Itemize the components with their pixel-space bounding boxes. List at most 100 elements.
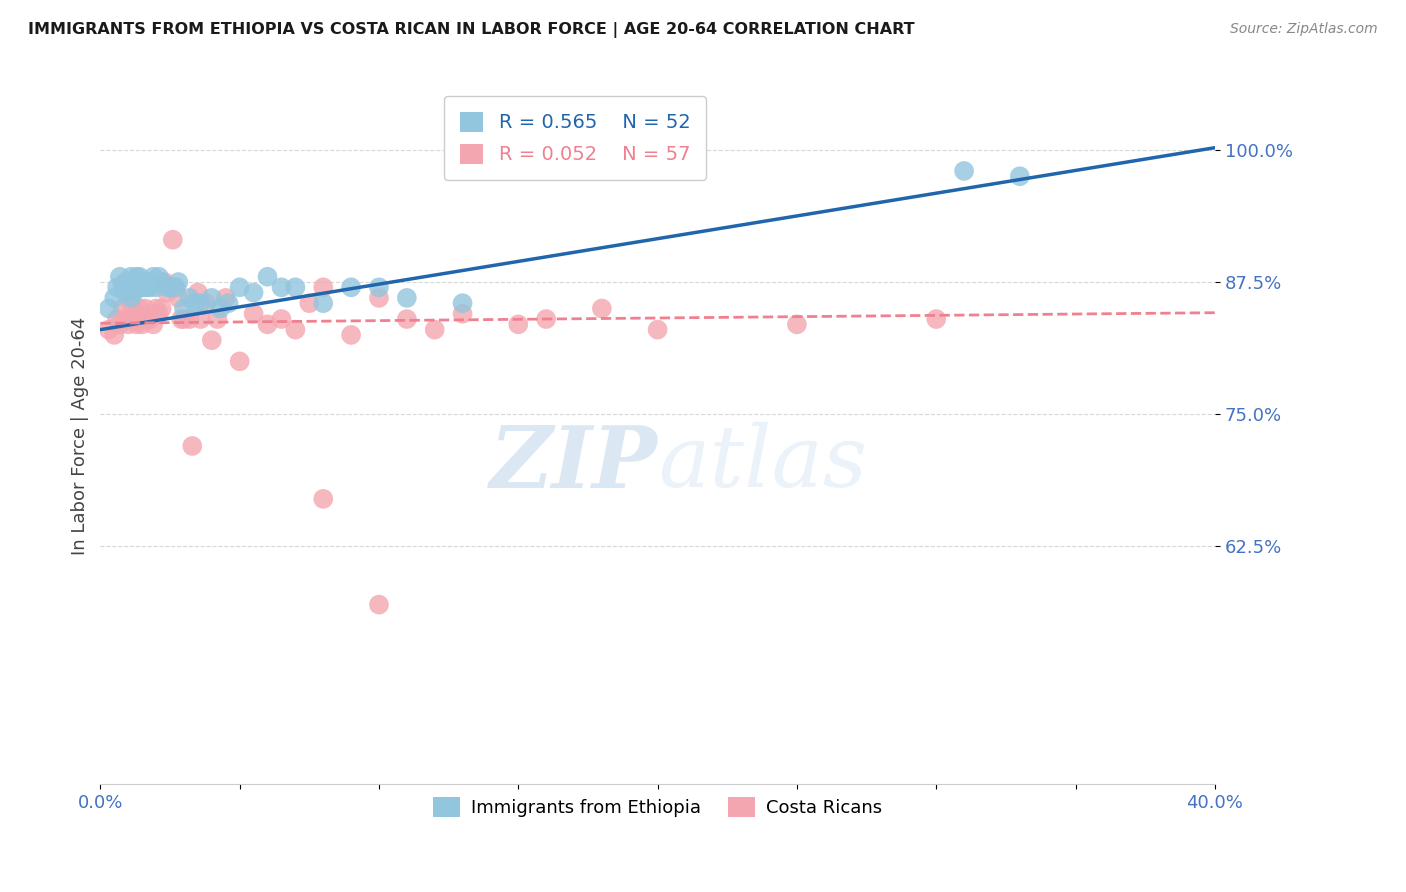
Point bbox=[368, 291, 391, 305]
Point bbox=[122, 275, 145, 289]
Point bbox=[114, 312, 136, 326]
Point bbox=[218, 296, 240, 310]
Point bbox=[181, 439, 204, 453]
Point bbox=[153, 275, 176, 289]
Point bbox=[925, 312, 948, 326]
Point bbox=[256, 318, 278, 332]
Point bbox=[173, 312, 195, 326]
Point bbox=[122, 312, 145, 326]
Point bbox=[201, 333, 224, 347]
Point bbox=[136, 312, 159, 326]
Point bbox=[139, 312, 162, 326]
Point bbox=[156, 285, 179, 300]
Point bbox=[284, 280, 307, 294]
Point bbox=[125, 280, 148, 294]
Point bbox=[117, 280, 139, 294]
Text: Source: ZipAtlas.com: Source: ZipAtlas.com bbox=[1230, 22, 1378, 37]
Point bbox=[298, 296, 321, 310]
Point bbox=[128, 301, 150, 316]
Point bbox=[165, 280, 187, 294]
Point bbox=[184, 296, 207, 310]
Point bbox=[312, 296, 335, 310]
Point bbox=[179, 291, 201, 305]
Point bbox=[136, 275, 159, 289]
Point bbox=[156, 280, 179, 294]
Point bbox=[190, 312, 212, 326]
Point bbox=[139, 280, 162, 294]
Point bbox=[270, 280, 292, 294]
Point bbox=[953, 164, 976, 178]
Point bbox=[111, 301, 134, 316]
Point bbox=[368, 280, 391, 294]
Point bbox=[534, 312, 557, 326]
Point bbox=[242, 307, 264, 321]
Point bbox=[114, 275, 136, 289]
Point bbox=[150, 275, 173, 289]
Point bbox=[423, 323, 446, 337]
Point bbox=[242, 285, 264, 300]
Point bbox=[103, 327, 125, 342]
Point bbox=[125, 269, 148, 284]
Point bbox=[148, 307, 170, 321]
Point bbox=[117, 318, 139, 332]
Y-axis label: In Labor Force | Age 20-64: In Labor Force | Age 20-64 bbox=[72, 317, 89, 555]
Point bbox=[120, 269, 142, 284]
Point bbox=[120, 296, 142, 310]
Point bbox=[97, 323, 120, 337]
Point bbox=[179, 312, 201, 326]
Point bbox=[159, 280, 181, 294]
Point bbox=[215, 291, 238, 305]
Point bbox=[312, 280, 335, 294]
Point bbox=[150, 301, 173, 316]
Point bbox=[122, 285, 145, 300]
Point bbox=[187, 285, 209, 300]
Point bbox=[591, 301, 613, 316]
Point bbox=[148, 269, 170, 284]
Point bbox=[134, 275, 156, 289]
Point bbox=[114, 285, 136, 300]
Point bbox=[284, 323, 307, 337]
Point bbox=[451, 296, 474, 310]
Point bbox=[190, 296, 212, 310]
Point bbox=[368, 598, 391, 612]
Text: IMMIGRANTS FROM ETHIOPIA VS COSTA RICAN IN LABOR FORCE | AGE 20-64 CORRELATION C: IMMIGRANTS FROM ETHIOPIA VS COSTA RICAN … bbox=[28, 22, 915, 38]
Point bbox=[395, 312, 418, 326]
Text: atlas: atlas bbox=[658, 422, 866, 505]
Point bbox=[340, 327, 363, 342]
Text: ZIP: ZIP bbox=[489, 422, 658, 505]
Point bbox=[201, 291, 224, 305]
Point bbox=[1008, 169, 1031, 184]
Point bbox=[312, 491, 335, 506]
Point bbox=[131, 275, 153, 289]
Point bbox=[103, 291, 125, 305]
Point bbox=[128, 269, 150, 284]
Point bbox=[131, 280, 153, 294]
Point bbox=[131, 318, 153, 332]
Point bbox=[340, 280, 363, 294]
Point bbox=[270, 312, 292, 326]
Legend: Immigrants from Ethiopia, Costa Ricans: Immigrants from Ethiopia, Costa Ricans bbox=[426, 790, 890, 824]
Point bbox=[134, 301, 156, 316]
Point bbox=[111, 280, 134, 294]
Point bbox=[786, 318, 808, 332]
Point bbox=[647, 323, 669, 337]
Point bbox=[209, 301, 232, 316]
Point bbox=[451, 307, 474, 321]
Point bbox=[125, 318, 148, 332]
Point bbox=[134, 280, 156, 294]
Point bbox=[136, 280, 159, 294]
Point bbox=[207, 312, 229, 326]
Point bbox=[228, 354, 250, 368]
Point bbox=[159, 280, 181, 294]
Point bbox=[170, 312, 193, 326]
Point bbox=[97, 301, 120, 316]
Point bbox=[165, 280, 187, 294]
Point bbox=[228, 280, 250, 294]
Point bbox=[162, 233, 184, 247]
Point bbox=[145, 280, 167, 294]
Point bbox=[395, 291, 418, 305]
Point bbox=[173, 301, 195, 316]
Point bbox=[145, 301, 167, 316]
Point bbox=[167, 275, 190, 289]
Point bbox=[120, 291, 142, 305]
